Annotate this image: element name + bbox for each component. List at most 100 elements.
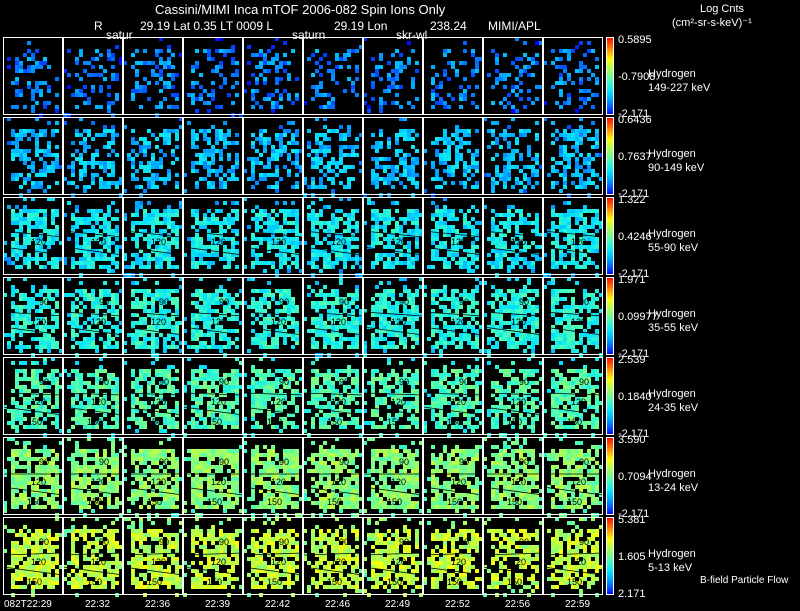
heatmap-pixel [43, 305, 47, 309]
heatmap-pixel [503, 293, 507, 297]
heatmap-pixel [135, 345, 139, 349]
heatmap-pixel [3, 293, 7, 297]
heatmap-pixel [559, 217, 563, 221]
heatmap-pixel [355, 153, 359, 157]
heatmap-pixel [395, 305, 399, 309]
heatmap-pixel [391, 317, 395, 321]
heatmap-pixel [275, 341, 279, 345]
heatmap-pixel [207, 165, 211, 169]
heatmap-pixel [47, 341, 51, 345]
heatmap-pixel [15, 401, 19, 405]
heatmap-pixel [31, 421, 35, 425]
heatmap-pixel [319, 185, 323, 189]
heatmap-pixel [443, 133, 447, 137]
heatmap-pixel [443, 321, 447, 325]
heatmap-pixel [207, 321, 211, 325]
heatmap-pixel [431, 201, 435, 205]
heatmap-pixel [147, 169, 151, 173]
heatmap-pixel [139, 317, 143, 321]
heatmap-pixel [495, 81, 499, 85]
heatmap-pixel [311, 181, 315, 185]
heatmap-pixel [587, 129, 591, 133]
heatmap-pixel [475, 341, 479, 345]
heatmap-pixel [211, 253, 215, 257]
heatmap-pixel [519, 97, 523, 101]
heatmap-pixel [279, 317, 283, 321]
heatmap-pixel [583, 133, 587, 137]
heatmap-pixel [147, 97, 151, 101]
heatmap-pixel [275, 221, 279, 225]
heatmap-pixel [167, 209, 171, 213]
heatmap-pixel [411, 309, 415, 313]
heatmap-pixel [431, 213, 435, 217]
heatmap-pixel [79, 389, 83, 393]
heatmap-pixel [291, 317, 295, 321]
heatmap-pixel [263, 137, 267, 141]
heatmap-pixel [215, 389, 219, 393]
heatmap-pixel [471, 165, 475, 169]
heatmap-pixel [319, 301, 323, 305]
heatmap-pixel [175, 425, 179, 429]
heatmap-pixel [343, 89, 347, 93]
heatmap-pixel [583, 97, 587, 101]
heatmap-pixel [527, 177, 531, 181]
heatmap-pixel [523, 341, 527, 345]
heatmap-pixel [199, 401, 203, 405]
heatmap-pixel [195, 301, 199, 305]
heatmap-pixel [171, 161, 175, 165]
heatmap-pixel [175, 93, 179, 97]
heatmap-pixel [31, 225, 35, 229]
heatmap-pixel [463, 333, 467, 337]
heatmap-pixel [215, 169, 219, 173]
heatmap-pixel [107, 381, 111, 385]
heatmap-pixel [195, 333, 199, 337]
heatmap-pixel [175, 413, 179, 417]
heatmap-pixel [111, 397, 115, 401]
heatmap-pixel [227, 405, 231, 409]
heatmap-pixel [143, 297, 147, 301]
heatmap-pixel [255, 217, 259, 221]
heatmap-pixel [87, 325, 91, 329]
heatmap-pixel [75, 305, 79, 309]
heatmap-pixel [267, 333, 271, 337]
heatmap-pixel [163, 65, 167, 69]
heatmap-pixel [195, 237, 199, 241]
heatmap-pixel [283, 293, 287, 297]
heatmap-pixel [535, 169, 539, 173]
heatmap-pixel [455, 157, 459, 161]
heatmap-pixel [551, 329, 555, 333]
heatmap-pixel [447, 217, 451, 221]
heatmap-pixel [251, 133, 255, 137]
heatmap-pixel [131, 289, 135, 293]
heatmap-pixel [559, 245, 563, 249]
heatmap-pixel [75, 413, 79, 417]
heatmap-pixel [515, 225, 519, 229]
heatmap-pixel [527, 261, 531, 265]
heatmap-pixel [39, 381, 43, 385]
contour-line [362, 246, 424, 256]
heatmap-pixel [495, 61, 499, 65]
heatmap-pixel [287, 241, 291, 245]
heatmap-pixel [287, 369, 291, 373]
heatmap-pixel [171, 345, 175, 349]
heatmap-pixel [295, 133, 299, 137]
heatmap-pixel [507, 225, 511, 229]
heatmap-pixel [491, 181, 495, 185]
heatmap-pixel [407, 321, 411, 325]
heatmap-pixel [479, 57, 483, 61]
heatmap-pixel [339, 65, 343, 69]
heatmap-pixel [91, 345, 95, 349]
heatmap-pixel [203, 341, 207, 345]
heatmap-pixel [219, 73, 223, 77]
heatmap-pixel [79, 217, 83, 221]
heatmap-pixel [391, 237, 395, 241]
heatmap-pixel [251, 329, 255, 333]
heatmap-pixel [447, 325, 451, 329]
heatmap-pixel [35, 81, 39, 85]
heatmap-pixel [111, 181, 115, 185]
heatmap-pixel [111, 269, 115, 273]
heatmap-pixel [43, 57, 47, 61]
heatmap-pixel [415, 209, 419, 213]
heatmap-pixel [415, 241, 419, 245]
panel-frame [423, 277, 483, 355]
